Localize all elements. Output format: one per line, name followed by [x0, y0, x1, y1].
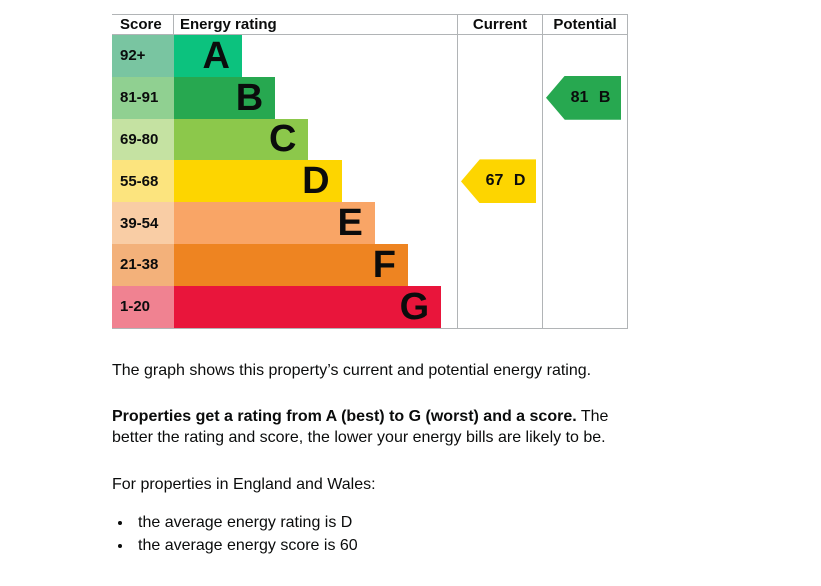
- current-column-cell: [457, 243, 542, 286]
- current-column-cell: [457, 202, 542, 244]
- averages-list: the average energy rating is D the avera…: [112, 512, 626, 556]
- potential-column-cell: [542, 118, 628, 161]
- header-current: Current: [457, 15, 542, 34]
- band-letter: G: [399, 285, 430, 328]
- band-score-range: 55-68: [112, 160, 174, 203]
- energy-rating-graph: Score Energy rating Current Potential 92…: [112, 14, 628, 329]
- band-letter: D: [302, 160, 330, 203]
- header-score: Score: [112, 15, 174, 34]
- rating-arrow-label: 67 D: [485, 172, 526, 190]
- current-column-cell: 67 D: [457, 159, 542, 204]
- potential-rating-arrow: 81 B: [546, 75, 621, 120]
- band-bar-cell: E: [174, 202, 457, 244]
- current-column-cell: [457, 285, 542, 328]
- band-bar-cell: F: [174, 243, 457, 286]
- potential-column-cell: [542, 160, 628, 203]
- current-column-cell: [457, 76, 542, 119]
- band-bar-g: G: [174, 285, 442, 328]
- description-text: The graph shows this property’s current …: [112, 360, 626, 556]
- epc-rows: 92+ A 81-91 B 81 B 69-80 C 55-68 D 67 D 39-54 E 21-3…: [112, 35, 628, 329]
- current-rating-arrow: 67 D: [461, 159, 536, 204]
- band-letter: A: [202, 34, 230, 77]
- band-bar-d: D: [174, 160, 342, 203]
- band-score-range: 81-91: [112, 76, 174, 119]
- band-score-range: 69-80: [112, 118, 174, 161]
- epc-band-row-g: 1-20 G: [112, 285, 628, 328]
- band-letter: C: [268, 118, 297, 161]
- epc-band-row-b: 81-91 B 81 B: [112, 75, 628, 120]
- epc-band-row-d: 55-68 D 67 D: [112, 159, 628, 204]
- potential-column-cell: 81 B: [542, 75, 628, 120]
- band-bar-cell: G: [174, 285, 457, 328]
- header-energy-rating: Energy rating: [180, 16, 277, 33]
- band-bar-cell: A: [174, 35, 457, 77]
- band-bar-a: A: [174, 35, 242, 77]
- epc-band-row-e: 39-54 E: [112, 202, 628, 244]
- band-bar-b: B: [174, 76, 276, 119]
- rating-explanation-paragraph: Properties get a rating from A (best) to…: [112, 406, 626, 448]
- potential-column-cell: [542, 285, 628, 328]
- band-letter: F: [372, 243, 396, 286]
- band-bar-e: E: [174, 202, 375, 244]
- graph-header-row: Score Energy rating Current Potential: [112, 14, 628, 35]
- epc-band-row-a: 92+ A: [112, 35, 628, 77]
- band-score-range: 92+: [112, 35, 174, 77]
- list-item: the average energy score is 60: [133, 535, 626, 556]
- intro-paragraph: The graph shows this property’s current …: [112, 361, 592, 379]
- epc-band-row-f: 21-38 F: [112, 243, 628, 286]
- potential-column-cell: [542, 35, 628, 77]
- potential-column-cell: [542, 202, 628, 244]
- band-bar-cell: C: [174, 118, 457, 161]
- list-item: the average energy rating is D: [133, 512, 626, 533]
- band-bar-f: F: [174, 243, 408, 286]
- band-score-range: 21-38: [112, 243, 174, 286]
- current-column-cell: [457, 35, 542, 77]
- band-bar-cell: B: [174, 76, 457, 119]
- rating-explanation-rest: The better the rating and score, the low…: [112, 407, 609, 446]
- band-bar-cell: D: [174, 160, 457, 203]
- header-potential: Potential: [542, 15, 628, 34]
- rating-explanation-bold: Properties get a rating from A (best) to…: [112, 407, 577, 425]
- band-letter: B: [235, 76, 264, 119]
- band-score-range: 39-54: [112, 202, 174, 244]
- rating-arrow-label: 81 B: [570, 88, 611, 106]
- band-score-range: 1-20: [112, 285, 174, 328]
- epc-band-row-c: 69-80 C: [112, 118, 628, 161]
- current-column-cell: [457, 118, 542, 161]
- band-bar-c: C: [174, 118, 309, 161]
- epc-page: Score Energy rating Current Potential 92…: [0, 0, 821, 556]
- region-heading: For properties in England and Wales:: [112, 475, 376, 493]
- band-letter: E: [337, 202, 363, 245]
- potential-column-cell: [542, 243, 628, 286]
